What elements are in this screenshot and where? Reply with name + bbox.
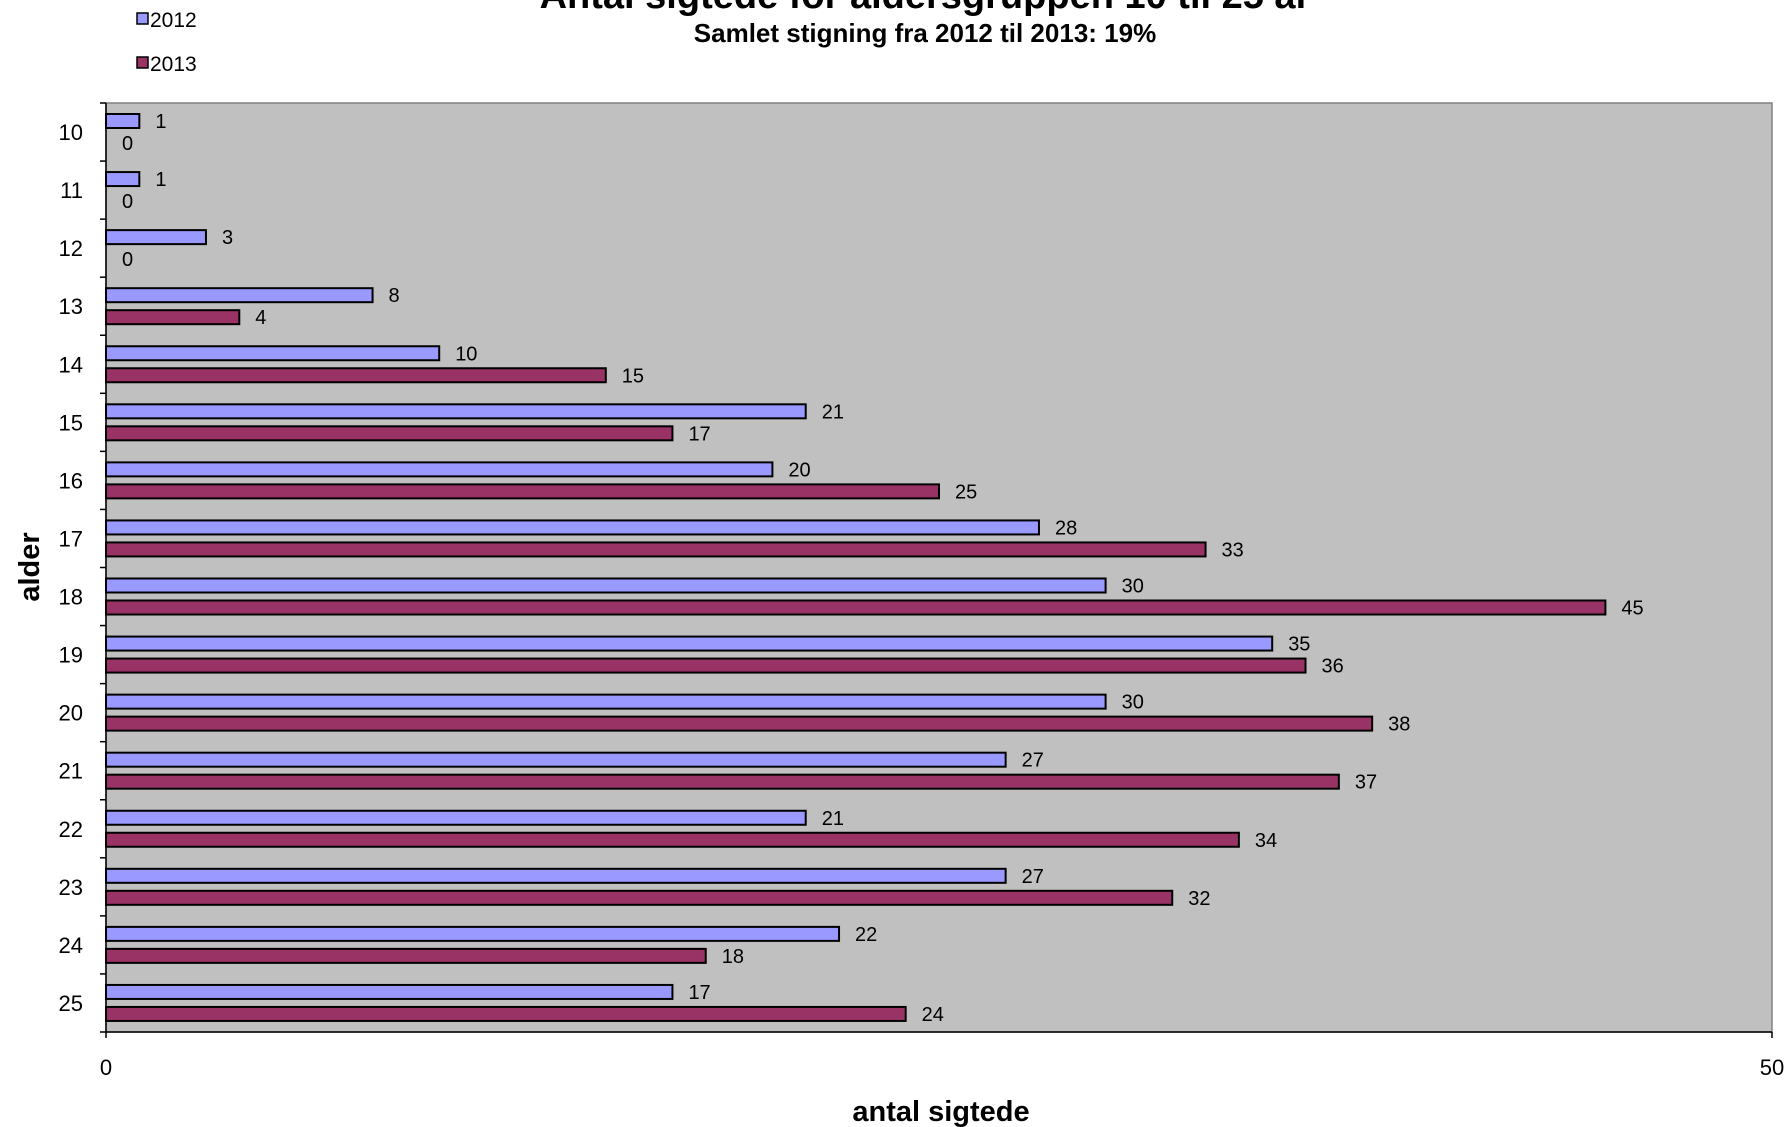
bar-2013-20 xyxy=(105,715,1374,732)
bar-2013-24 xyxy=(105,947,707,964)
y-tick-label-20: 20 xyxy=(59,701,83,726)
data-label-2013-19: 36 xyxy=(1322,656,1344,678)
data-label-2012-18: 30 xyxy=(1122,576,1144,598)
x-axis-title: antal sigtede xyxy=(852,1096,1029,1127)
legend-label-2012: 2012 xyxy=(150,9,197,32)
data-label-2013-21: 37 xyxy=(1355,772,1377,794)
y-tick-label-13: 13 xyxy=(59,294,83,319)
bar-2012-10 xyxy=(105,113,141,129)
data-label-2013-18: 45 xyxy=(1621,598,1643,620)
y-tick-label-12: 12 xyxy=(59,236,83,261)
data-label-2013-20: 38 xyxy=(1388,714,1410,736)
data-label-2013-16: 25 xyxy=(955,481,977,503)
chart-subtitle: Samlet stigning fra 2012 til 2013: 19% xyxy=(694,18,1156,48)
data-label-2013-24: 18 xyxy=(722,946,744,968)
bar-2013-23 xyxy=(105,889,1174,906)
data-label-2013-13: 4 xyxy=(255,307,266,329)
bar-2012-19 xyxy=(105,635,1274,652)
y-tick-label-23: 23 xyxy=(59,875,83,900)
data-label-2013-11: 0 xyxy=(122,191,133,213)
x-tick-label-50: 50 xyxy=(1760,1055,1784,1080)
data-label-2012-23: 27 xyxy=(1022,866,1044,888)
y-tick-label-19: 19 xyxy=(59,643,83,668)
legend: 2012 2013 xyxy=(136,9,197,76)
y-tick-label-10: 10 xyxy=(59,120,83,145)
data-label-2012-19: 35 xyxy=(1288,634,1310,656)
y-tick-label-18: 18 xyxy=(59,585,83,610)
data-label-2012-13: 8 xyxy=(389,285,400,307)
bars xyxy=(105,113,1607,1022)
bar-2012-23 xyxy=(105,867,1007,884)
bar-2012-15 xyxy=(105,403,807,420)
data-label-2012-21: 27 xyxy=(1022,750,1044,772)
y-tick-label-11: 11 xyxy=(60,178,83,203)
bar-2013-16 xyxy=(105,483,940,500)
bar-2012-17 xyxy=(105,519,1040,536)
data-label-2012-11: 1 xyxy=(155,169,166,191)
data-label-2012-12: 3 xyxy=(222,227,233,249)
bar-2012-14 xyxy=(105,345,441,362)
y-tick-label-22: 22 xyxy=(59,817,83,842)
data-label-2013-25: 24 xyxy=(922,1004,944,1026)
bar-2013-13 xyxy=(105,309,241,326)
legend-swatch-2012 xyxy=(136,12,149,25)
bar-2013-17 xyxy=(105,541,1207,558)
data-label-2012-17: 28 xyxy=(1055,517,1077,539)
chart-title: Antal sigtede for aldersgruppen 10 til 2… xyxy=(540,0,1311,17)
data-label-2012-25: 17 xyxy=(688,982,710,1004)
y-tick-label-14: 14 xyxy=(59,352,83,377)
bar-2013-18 xyxy=(105,599,1607,616)
bar-2012-22 xyxy=(105,809,807,826)
y-tick-label-15: 15 xyxy=(59,410,83,435)
data-label-2012-20: 30 xyxy=(1122,692,1144,714)
data-label-2012-10: 1 xyxy=(155,111,166,133)
data-label-2012-22: 21 xyxy=(822,808,844,830)
data-label-2012-14: 10 xyxy=(455,343,477,365)
data-label-2013-22: 34 xyxy=(1255,830,1277,852)
y-axis-title: alder xyxy=(14,532,46,601)
y-tick-label-16: 16 xyxy=(59,468,83,493)
data-label-2013-23: 32 xyxy=(1188,888,1210,910)
y-axis: 10 11 12 13 14 15 16 17 18 19 20 21 22 23 24 25 xyxy=(59,102,107,1033)
bar-2013-22 xyxy=(105,831,1240,848)
y-tick-label-24: 24 xyxy=(59,933,83,958)
data-label-2012-15: 21 xyxy=(822,401,844,423)
data-label-2013-10: 0 xyxy=(122,133,133,155)
x-axis: 0 50 xyxy=(100,1031,1784,1080)
bar-2012-11 xyxy=(105,171,141,188)
bar-2012-13 xyxy=(105,287,374,304)
data-label-2013-15: 17 xyxy=(688,423,710,445)
bar-2013-14 xyxy=(105,367,607,384)
bar-2012-24 xyxy=(105,925,841,942)
data-label-2012-16: 20 xyxy=(788,459,810,481)
y-tick-label-21: 21 xyxy=(59,759,83,784)
data-label-2013-17: 33 xyxy=(1222,539,1244,561)
bar-2012-21 xyxy=(105,751,1007,768)
legend-swatch-2013 xyxy=(136,56,149,69)
y-tick-label-25: 25 xyxy=(59,991,83,1016)
bar-2012-16 xyxy=(105,461,774,478)
data-label-2013-14: 15 xyxy=(622,365,644,387)
bar-2012-25 xyxy=(105,983,674,1000)
bar-2012-12 xyxy=(105,229,207,246)
data-label-2013-12: 0 xyxy=(122,249,133,271)
data-label-2012-24: 22 xyxy=(855,924,877,946)
bar-2012-20 xyxy=(105,693,1107,710)
bar-2013-19 xyxy=(105,657,1307,674)
x-tick-label-0: 0 xyxy=(100,1055,112,1080)
bar-2013-25 xyxy=(105,1005,907,1022)
legend-label-2013: 2013 xyxy=(150,53,197,76)
bar-2012-18 xyxy=(105,577,1107,594)
data-labels: 1010308410152117202528333045353630382737… xyxy=(122,111,1644,1026)
bar-2013-21 xyxy=(105,773,1340,790)
bar-2013-15 xyxy=(105,425,674,442)
y-tick-label-17: 17 xyxy=(59,526,83,551)
